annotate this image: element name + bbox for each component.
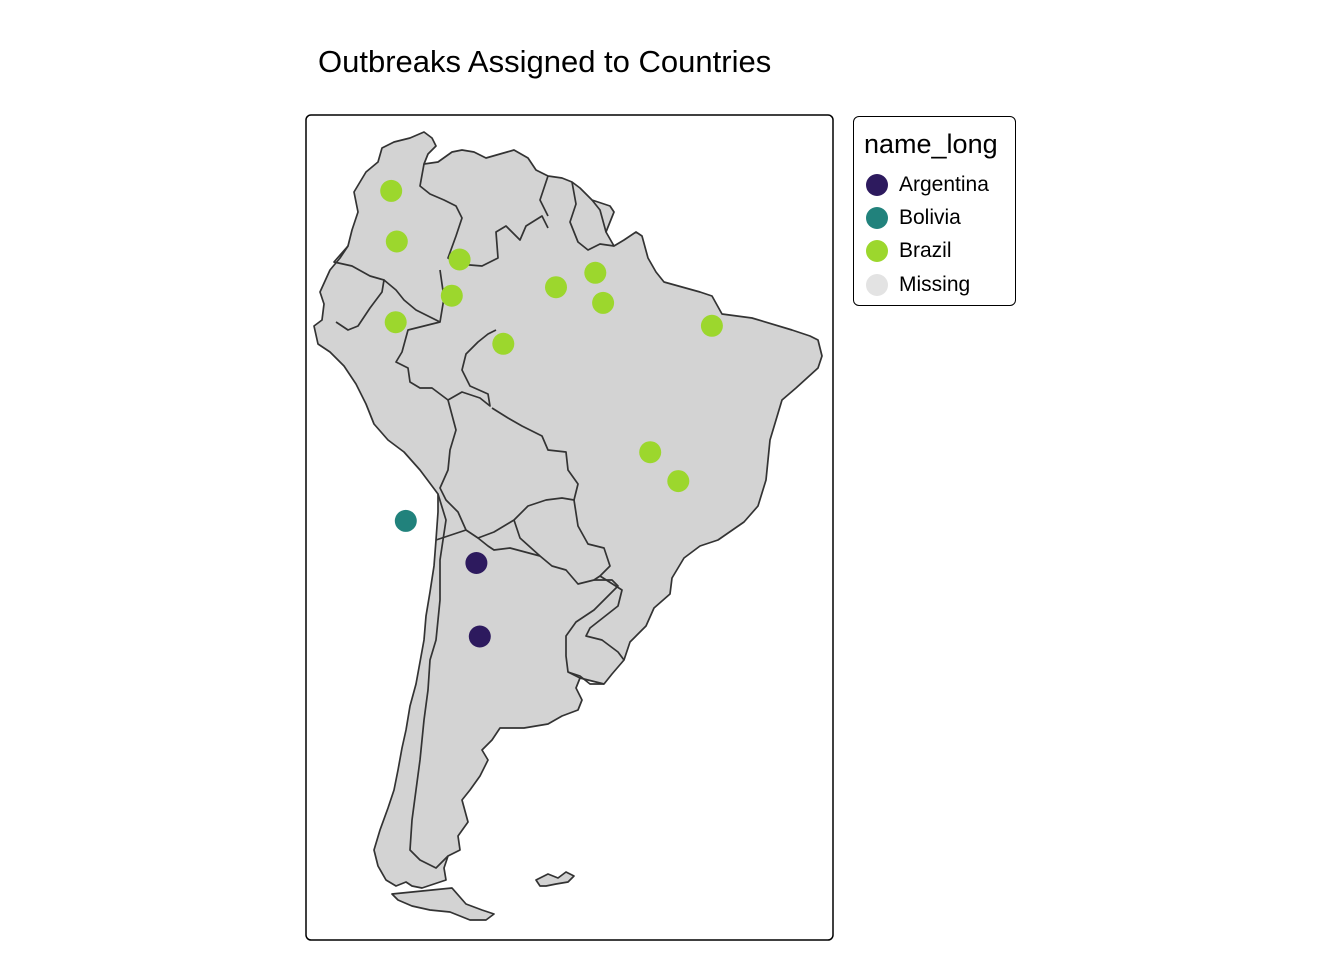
legend-item-argentina: Argentina [866, 172, 989, 198]
outbreak-point-brazil-1 [385, 230, 408, 253]
outbreak-point-brazil-8 [592, 291, 615, 314]
outbreak-point-brazil-9 [700, 314, 723, 337]
outbreak-point-argentina-14 [468, 625, 491, 648]
legend-label-bolivia: Bolivia [899, 206, 961, 229]
legend-item-brazil: Brazil [866, 238, 952, 264]
outbreak-point-brazil-4 [384, 311, 407, 334]
outbreak-point-brazil-5 [492, 332, 515, 355]
legend: name_long Argentina Bolivia Brazil Missi… [853, 116, 1016, 306]
outbreak-point-bolivia-12 [394, 509, 417, 532]
outbreak-point-brazil-3 [440, 284, 463, 307]
outbreak-point-brazil-7 [584, 261, 607, 284]
falkland-islands [535, 871, 575, 887]
legend-title: name_long [864, 129, 998, 159]
tierra-del-fuego [391, 887, 495, 921]
outbreak-point-brazil-11 [667, 470, 690, 493]
legend-label-argentina: Argentina [899, 173, 989, 196]
legend-swatch-bolivia [866, 207, 888, 229]
legend-swatch-brazil [866, 240, 888, 262]
legend-swatch-missing [866, 274, 888, 296]
legend-item-missing: Missing [866, 272, 970, 298]
legend-swatch-argentina [866, 174, 888, 196]
legend-label-missing: Missing [899, 273, 971, 296]
outbreak-point-brazil-2 [448, 248, 471, 271]
outbreak-point-brazil-10 [639, 441, 662, 464]
outbreak-point-argentina-13 [465, 552, 488, 574]
map-title: Outbreaks Assigned to Countries [318, 44, 772, 79]
outbreak-points [380, 179, 723, 648]
outbreak-point-brazil-6 [545, 276, 567, 299]
legend-label-brazil: Brazil [899, 239, 952, 262]
outbreak-point-brazil-0 [380, 179, 403, 202]
legend-item-bolivia: Bolivia [866, 205, 961, 231]
